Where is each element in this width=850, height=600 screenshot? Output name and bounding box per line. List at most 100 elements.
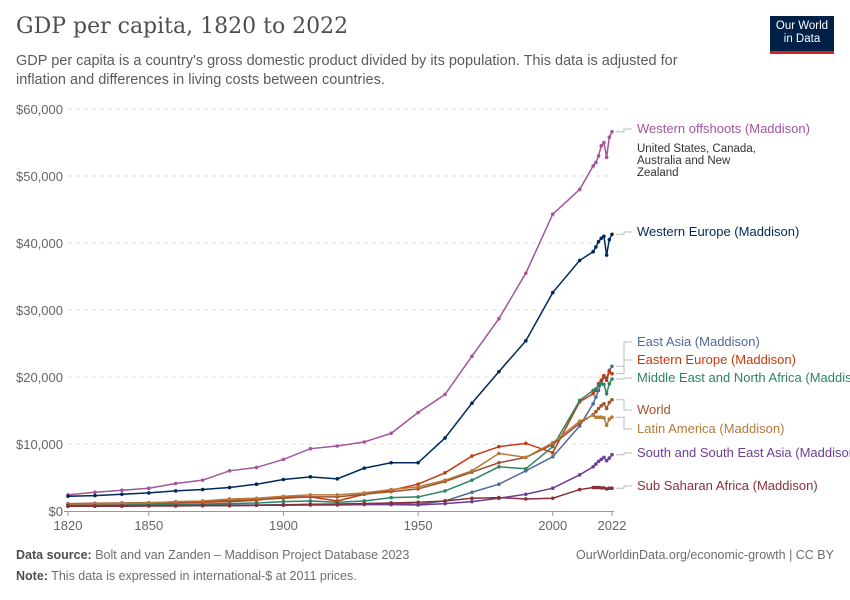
data-point xyxy=(146,501,151,505)
data-point xyxy=(596,383,601,388)
data-point xyxy=(602,416,606,420)
data-point xyxy=(443,471,447,475)
data-point xyxy=(93,504,97,509)
data-point xyxy=(362,491,367,495)
data-point xyxy=(281,477,286,482)
data-point xyxy=(610,129,614,134)
data-point xyxy=(470,454,474,458)
data-point xyxy=(254,482,259,487)
data-point xyxy=(591,249,595,254)
x-tick-label: 1900 xyxy=(269,518,298,533)
data-point xyxy=(591,464,595,469)
data-point xyxy=(550,450,555,455)
data-point xyxy=(227,485,232,490)
data-point xyxy=(66,504,70,509)
series-line-2 xyxy=(67,365,613,507)
data-point xyxy=(602,382,606,387)
data-point xyxy=(281,494,286,499)
data-point xyxy=(596,485,601,490)
data-point xyxy=(416,460,420,465)
data-point xyxy=(591,485,595,490)
data-source: Data source: Bolt and van Zanden – Maddi… xyxy=(16,548,409,562)
data-point xyxy=(416,500,420,505)
data-point xyxy=(362,499,367,503)
data-point xyxy=(577,258,582,263)
source-text[interactable]: Bolt and van Zanden – Maddison Project D… xyxy=(95,548,410,562)
series-line-4 xyxy=(68,378,613,506)
data-point xyxy=(443,489,447,493)
data-point xyxy=(93,493,97,498)
label-connector xyxy=(616,231,632,235)
data-point xyxy=(594,415,598,420)
data-point xyxy=(281,457,286,462)
y-tick-label: $50,000 xyxy=(16,169,63,184)
data-point xyxy=(200,499,205,503)
data-point xyxy=(607,486,612,491)
data-point xyxy=(607,369,612,374)
data-point xyxy=(591,388,595,393)
owid-logo[interactable]: Our World in Data xyxy=(770,16,834,54)
data-point xyxy=(497,460,501,465)
data-point xyxy=(281,499,286,504)
data-point xyxy=(610,486,614,491)
data-point xyxy=(173,489,178,493)
data-point xyxy=(599,415,604,420)
label-connector xyxy=(616,416,632,430)
data-point xyxy=(389,431,393,436)
data-point xyxy=(599,404,604,408)
data-point xyxy=(443,436,447,440)
data-point xyxy=(308,446,313,451)
data-point xyxy=(308,499,313,503)
data-point xyxy=(416,485,420,489)
data-point xyxy=(254,503,259,508)
data-point xyxy=(550,454,555,459)
credit-link[interactable]: OurWorldinData.org/economic-growth | CC … xyxy=(576,548,834,562)
data-point xyxy=(596,406,601,411)
data-point xyxy=(604,458,609,463)
data-point xyxy=(470,490,474,495)
data-point xyxy=(577,487,582,492)
data-point xyxy=(470,354,474,359)
label-connector xyxy=(616,485,632,489)
data-point xyxy=(607,381,612,386)
data-point xyxy=(596,154,601,158)
data-point xyxy=(497,464,501,469)
data-point xyxy=(596,388,601,393)
data-point xyxy=(470,401,474,405)
x-tick-label: 2022 xyxy=(598,518,627,533)
series-label: Sub Saharan Africa (Maddison) xyxy=(637,478,818,493)
y-tick-label: $60,000 xyxy=(16,102,63,117)
data-point xyxy=(443,478,447,482)
chart-subtitle: GDP per capita is a country's gross dome… xyxy=(16,53,678,88)
data-point xyxy=(591,402,595,406)
data-point xyxy=(524,492,528,497)
data-point xyxy=(591,391,595,396)
data-point xyxy=(599,378,604,383)
data-point xyxy=(470,496,474,501)
series-label: Middle East and North Africa (Maddison) xyxy=(637,370,850,385)
data-point xyxy=(146,491,151,495)
data-point xyxy=(607,417,612,422)
data-point xyxy=(524,497,528,501)
data-point xyxy=(594,485,598,490)
series-label: World xyxy=(637,402,671,417)
data-point xyxy=(599,381,604,386)
data-point xyxy=(604,487,609,491)
data-point xyxy=(200,503,205,508)
data-point xyxy=(604,378,609,383)
data-point xyxy=(362,466,367,470)
note-text: This data is expressed in international-… xyxy=(51,569,357,583)
data-point xyxy=(227,497,232,501)
series-line-7 xyxy=(68,454,613,507)
data-point xyxy=(524,271,528,275)
data-point xyxy=(602,402,606,406)
data-point xyxy=(550,496,555,501)
data-note: Note: This data is expressed in internat… xyxy=(16,569,357,583)
data-point xyxy=(443,392,447,397)
data-point xyxy=(66,494,70,499)
source-label: Data source: xyxy=(16,548,92,562)
data-point xyxy=(497,369,501,374)
data-point xyxy=(335,502,340,506)
